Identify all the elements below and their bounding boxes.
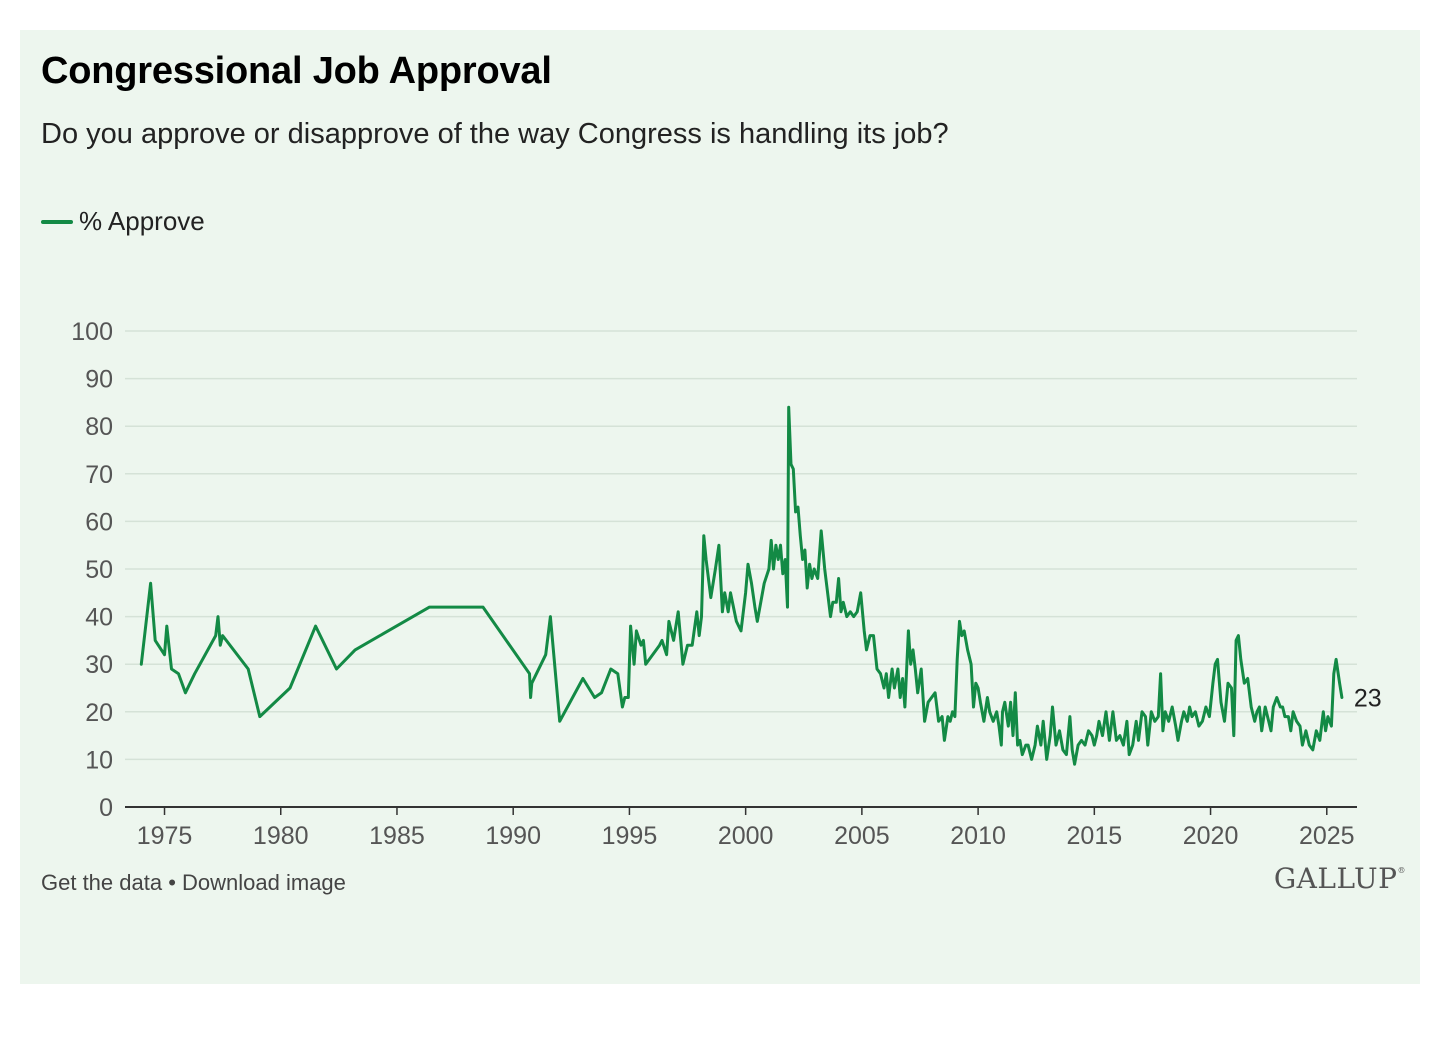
- x-tick-label-1985: 1985: [369, 822, 425, 850]
- x-tick-label-1980: 1980: [253, 822, 309, 850]
- get-data-link[interactable]: Get the data: [41, 870, 163, 895]
- end-value-label: 23: [1354, 685, 1382, 713]
- x-tick-label-2005: 2005: [834, 822, 890, 850]
- y-tick-label-100: 100: [71, 318, 113, 346]
- x-tick-label-2000: 2000: [718, 822, 774, 850]
- chart-subtitle: Do you approve or disapprove of the way …: [41, 118, 949, 150]
- x-tick-label-1995: 1995: [602, 822, 658, 850]
- x-tick-label-2020: 2020: [1183, 822, 1239, 850]
- logo-registered-mark: ®: [1397, 866, 1406, 875]
- x-tick-label-2025: 2025: [1299, 822, 1355, 850]
- y-tick-label-50: 50: [85, 556, 113, 584]
- download-image-link[interactable]: Download image: [182, 870, 346, 895]
- y-tick-label-80: 80: [85, 413, 113, 441]
- chart-title: Congressional Job Approval: [41, 50, 552, 92]
- series-line-approve: [139, 405, 1344, 766]
- footer-links: Get the data • Download image: [41, 870, 346, 896]
- chart-card: [20, 30, 1420, 984]
- y-tick-label-30: 30: [85, 651, 113, 679]
- gallup-logo: GALLUP®: [1274, 862, 1406, 895]
- y-tick-label-40: 40: [85, 604, 113, 632]
- x-tick-label-1975: 1975: [137, 822, 193, 850]
- x-tick-label-2015: 2015: [1067, 822, 1123, 850]
- y-tick-label-10: 10: [85, 746, 113, 774]
- logo-text: GALLUP: [1273, 862, 1398, 895]
- legend-label: % Approve: [79, 206, 205, 236]
- footer-separator: •: [162, 870, 183, 895]
- legend-line-swatch: [41, 219, 73, 224]
- y-tick-label-60: 60: [85, 508, 113, 536]
- y-tick-label-20: 20: [85, 699, 113, 727]
- x-tick-label-1990: 1990: [485, 822, 541, 850]
- legend: % Approve: [41, 206, 205, 237]
- y-tick-label-70: 70: [85, 461, 113, 489]
- y-tick-label-0: 0: [99, 794, 113, 822]
- y-tick-label-90: 90: [85, 366, 113, 394]
- x-tick-label-2010: 2010: [950, 822, 1006, 850]
